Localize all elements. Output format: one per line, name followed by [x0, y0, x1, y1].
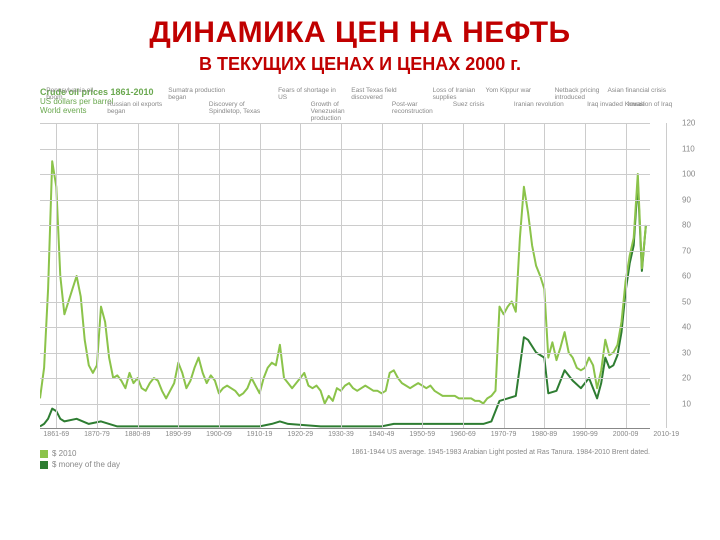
- chart-annotation: East Texas field discovered: [351, 87, 411, 101]
- x-tick-label: 1880-89: [125, 431, 151, 438]
- x-tick-label: 1861-69: [43, 431, 69, 438]
- x-tick-label: 1940-49: [369, 431, 395, 438]
- x-tick-label: 2010-19: [653, 431, 679, 438]
- y-tick-label: 100: [682, 170, 695, 179]
- chart-annotation: Invasion of Iraq: [628, 101, 688, 108]
- y-tick-label: 80: [682, 221, 691, 230]
- y-tick-label: 40: [682, 323, 691, 332]
- grid-line-h: [40, 225, 650, 226]
- chart-annotation: Yom Kippur war: [485, 87, 545, 94]
- x-tick-label: 1890-99: [165, 431, 191, 438]
- y-tick-label: 60: [682, 272, 691, 281]
- grid-line-v: [666, 123, 667, 428]
- grid-line-v: [219, 123, 220, 428]
- grid-line-h: [40, 149, 650, 150]
- chart-annotation: Post-war reconstruction: [392, 101, 452, 115]
- grid-line-v: [422, 123, 423, 428]
- y-tick-label: 30: [682, 348, 691, 357]
- grid-line-v: [585, 123, 586, 428]
- chart-annotation: Pennsylvania oil boom: [46, 87, 106, 101]
- chart-annotation: Asian financial crisis: [607, 87, 667, 94]
- x-tick-label: 1900-09: [206, 431, 232, 438]
- legend-item-real: $ 2010: [40, 449, 120, 458]
- chart-annotation: Iranian revolution: [514, 101, 574, 108]
- x-tick-label: 1910-19: [247, 431, 273, 438]
- grid-line-v: [504, 123, 505, 428]
- y-axis: 102030405060708090100110120: [682, 123, 706, 429]
- grid-line-v: [626, 123, 627, 428]
- legend-swatch-nominal: [40, 461, 48, 469]
- grid-line-h: [40, 404, 650, 405]
- chart-annotations: Pennsylvania oil boomRussian oil exports…: [40, 87, 650, 123]
- chart-legend: $ 2010 $ money of the day: [40, 449, 120, 471]
- y-tick-label: 90: [682, 195, 691, 204]
- chart-annotation: Sumatra production began: [168, 87, 228, 101]
- chart-annotation: Discovery of Spindletop, Texas: [209, 101, 269, 115]
- grid-line-h: [40, 276, 650, 277]
- grid-line-h: [40, 353, 650, 354]
- grid-line-v: [56, 123, 57, 428]
- x-tick-label: 1990-99: [572, 431, 598, 438]
- chart-footnote: 1861-1944 US average. 1945-1983 Arabian …: [352, 449, 650, 457]
- legend-label-nominal: $ money of the day: [52, 460, 120, 469]
- grid-line-v: [178, 123, 179, 428]
- legend-label-real: $ 2010: [52, 449, 76, 458]
- oil-price-chart: Crude oil prices 1861-2010 US dollars pe…: [40, 87, 680, 487]
- grid-line-v: [341, 123, 342, 428]
- grid-line-h: [40, 378, 650, 379]
- chart-annotation: Fears of shortage in US: [278, 87, 338, 101]
- chart-annotation: Suez crisis: [453, 101, 513, 108]
- y-tick-label: 10: [682, 399, 691, 408]
- grid-line-v: [463, 123, 464, 428]
- y-tick-label: 110: [682, 144, 695, 153]
- legend-item-nominal: $ money of the day: [40, 460, 120, 469]
- grid-line-v: [97, 123, 98, 428]
- x-tick-label: 1870-79: [84, 431, 110, 438]
- chart-annotation: Loss of Iranian supplies: [433, 87, 493, 101]
- grid-line-v: [382, 123, 383, 428]
- series-line-real_2010: [40, 161, 646, 403]
- grid-line-h: [40, 327, 650, 328]
- grid-line-h: [40, 174, 650, 175]
- slide-title: ДИНАМИКА ЦЕН НА НЕФТЬ: [40, 16, 680, 50]
- grid-line-h: [40, 200, 650, 201]
- y-tick-label: 20: [682, 374, 691, 383]
- grid-line-h: [40, 251, 650, 252]
- y-tick-label: 120: [682, 119, 695, 128]
- x-axis: 1861-69 1870-79 1880-89 1890-99 1900-09 1910-…: [40, 431, 650, 445]
- y-tick-label: 50: [682, 297, 691, 306]
- grid-line-h: [40, 302, 650, 303]
- grid-line-v: [138, 123, 139, 428]
- chart-annotation: Netback pricing introduced: [555, 87, 615, 101]
- x-tick-label: 1930-39: [328, 431, 354, 438]
- grid-line-v: [300, 123, 301, 428]
- chart-plot-area: [40, 123, 650, 429]
- x-tick-label: 1980-89: [531, 431, 557, 438]
- grid-line-v: [260, 123, 261, 428]
- chart-annotation: Russian oil exports began: [107, 101, 167, 115]
- legend-swatch-real: [40, 450, 48, 458]
- chart-annotation: Growth of Venezuelan production: [311, 101, 371, 122]
- y-tick-label: 70: [682, 246, 691, 255]
- x-tick-label: 1960-69: [450, 431, 476, 438]
- x-tick-label: 2000-09: [613, 431, 639, 438]
- x-tick-label: 1950-59: [409, 431, 435, 438]
- x-tick-label: 1920-29: [287, 431, 313, 438]
- grid-line-v: [544, 123, 545, 428]
- x-tick-label: 1970-79: [491, 431, 517, 438]
- grid-line-h: [40, 123, 650, 124]
- slide-subtitle: В ТЕКУЩИХ ЦЕНАХ И ЦЕНАХ 2000 г.: [40, 54, 680, 75]
